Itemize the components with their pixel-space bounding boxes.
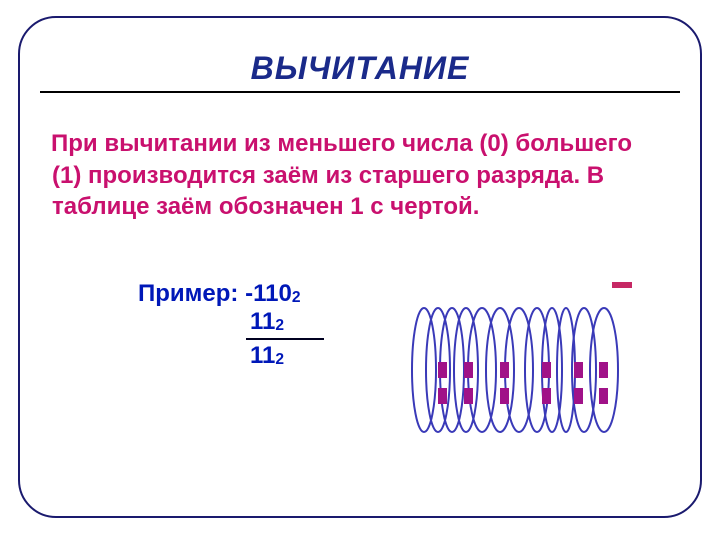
example-bot-base: 2 [275, 351, 284, 368]
marker-square [438, 388, 447, 404]
marker-square [574, 362, 583, 378]
example-block: Пример: -1102 112 112 [138, 280, 324, 370]
example-rule [246, 338, 324, 340]
marker-square [542, 388, 551, 404]
marker-square [542, 362, 551, 378]
title-underline [40, 91, 680, 93]
example-bot-num: 11 [250, 342, 275, 369]
example-line1: Пример: -1102 [138, 280, 324, 308]
example-mid-num: 11 [250, 308, 275, 335]
marker-square [599, 388, 608, 404]
slide-title: ВЫЧИТАНИЕ [40, 50, 680, 87]
marker-square [500, 388, 509, 404]
marker-square [574, 388, 583, 404]
example-top-base: 2 [292, 289, 301, 306]
slide: ВЫЧИТАНИЕ При вычитании из меньшего числ… [0, 0, 720, 540]
example-top-num: -110 [245, 280, 292, 307]
example-label: Пример: [138, 280, 245, 307]
example-mid-base: 2 [275, 317, 284, 334]
oscillation-graphic [414, 300, 628, 430]
example-line3: 112 [138, 342, 324, 370]
marker-square [464, 388, 473, 404]
body-paragraph: При вычитании из меньшего числа (0) боль… [52, 128, 660, 223]
marker-square [500, 362, 509, 378]
marker-square [438, 362, 447, 378]
marker-square [464, 362, 473, 378]
title-row: ВЫЧИТАНИЕ [40, 50, 680, 101]
example-line2: 112 [138, 308, 324, 336]
dash-icon [612, 282, 632, 288]
marker-square [599, 362, 608, 378]
